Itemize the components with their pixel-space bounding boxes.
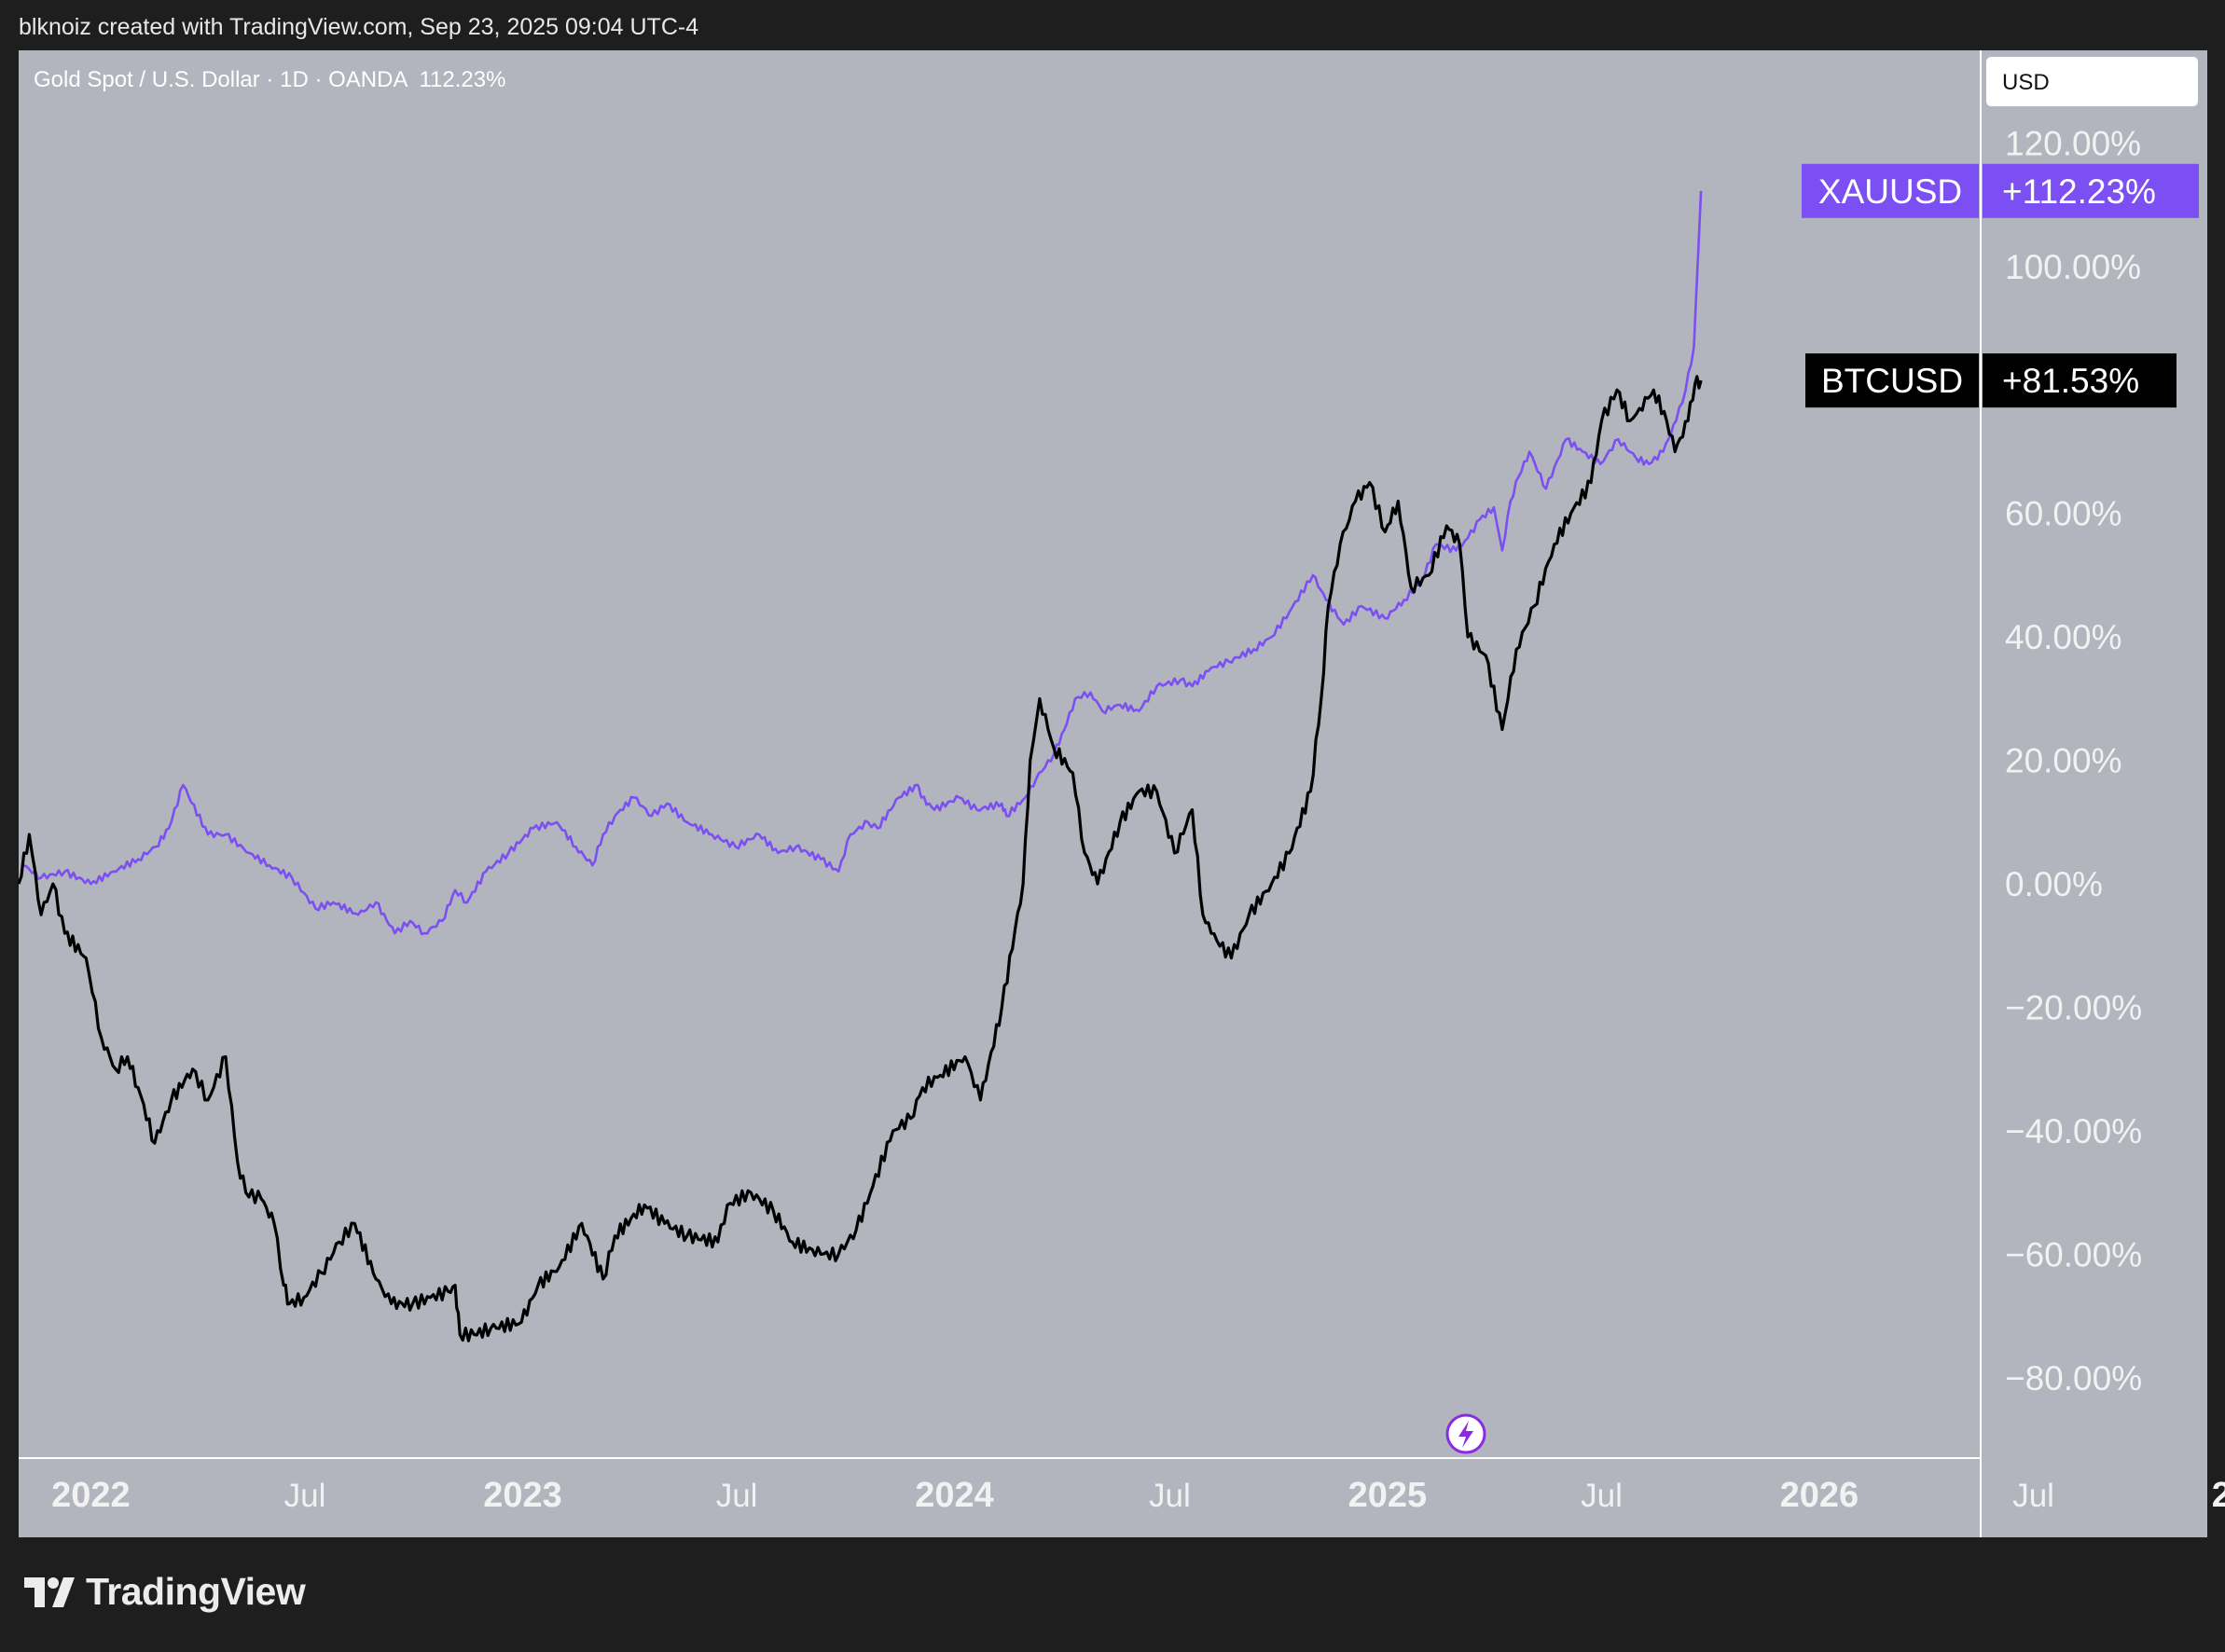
brand-name: TradingView (86, 1570, 306, 1613)
y-tick-label: 0.00% (2005, 865, 2103, 903)
x-tick-label: 2027 (2212, 1476, 2225, 1515)
y-tick-label: −80.00% (2005, 1359, 2142, 1397)
currency-button-box[interactable] (1986, 57, 2198, 106)
btcusd-value-text: +81.53% (2002, 362, 2139, 400)
btcusd-name-box (1805, 353, 1979, 408)
tradingview-logo-icon (24, 1576, 75, 1607)
btcusd-value-box (1983, 353, 2177, 408)
y-tick-label: 40.00% (2005, 618, 2122, 656)
y-tick-label: −60.00% (2005, 1235, 2142, 1273)
series-layer (17, 190, 1703, 1342)
series-labels: XAUUSD +112.23% BTCUSD +81.53% (1802, 163, 2199, 408)
y-tick-label: 100.00% (2005, 248, 2141, 286)
y-tick-label: 20.00% (2005, 742, 2122, 780)
btcusd-price-label: BTCUSD +81.53% (1805, 353, 2177, 408)
tradingview-logo: TradingView (22, 1570, 306, 1614)
x-tick-label: Jul (716, 1478, 758, 1514)
plot-background (19, 50, 2207, 1537)
y-tick-label: 120.00% (2005, 124, 2141, 162)
y-tick-label: −20.00% (2005, 989, 2142, 1027)
currency-button[interactable]: USD (1986, 57, 2198, 106)
currency-button-label[interactable]: USD (2002, 70, 2050, 95)
btcusd-series-line (17, 375, 1703, 1342)
x-tick-label: 2023 (483, 1476, 562, 1515)
xauusd-value-text: +112.23% (2002, 172, 2156, 211)
y-tick-label: 60.00% (2005, 495, 2122, 533)
xauusd-name-box (1802, 163, 1979, 218)
lightning-event-icon[interactable] (1445, 1413, 1486, 1454)
chart-title: Gold Spot / U.S. Dollar · 1D · OANDA 112… (34, 67, 505, 92)
x-tick-label: 2026 (1780, 1476, 1859, 1515)
xauusd-value-box (1983, 163, 2199, 218)
y-tick-label: −40.00% (2005, 1112, 2142, 1150)
y-axis-ticks: 120.00% 100.00% 60.00% 40.00% 20.00% 0.00% −20… (2005, 124, 2142, 1397)
x-tick-label: 2022 (51, 1476, 131, 1515)
chart-caption: blknoiz created with TradingView.com, Se… (19, 14, 699, 40)
xauusd-price-label: XAUUSD +112.23% (1802, 163, 2199, 218)
x-tick-label: 2025 (1348, 1476, 1428, 1515)
x-tick-label: Jul (284, 1478, 326, 1514)
x-tick-label: Jul (2012, 1478, 2054, 1514)
x-axis-ticks: 2022 Jul 2023 Jul 2024 Jul 2025 Jul 2026 Jul 2027 (51, 1476, 2225, 1515)
xauusd-name-text: XAUUSD (1818, 172, 1962, 211)
x-tick-label: Jul (1581, 1478, 1623, 1514)
x-tick-label: 2024 (915, 1476, 994, 1515)
x-tick-label: Jul (1149, 1478, 1191, 1514)
btcusd-name-text: BTCUSD (1821, 362, 1963, 400)
